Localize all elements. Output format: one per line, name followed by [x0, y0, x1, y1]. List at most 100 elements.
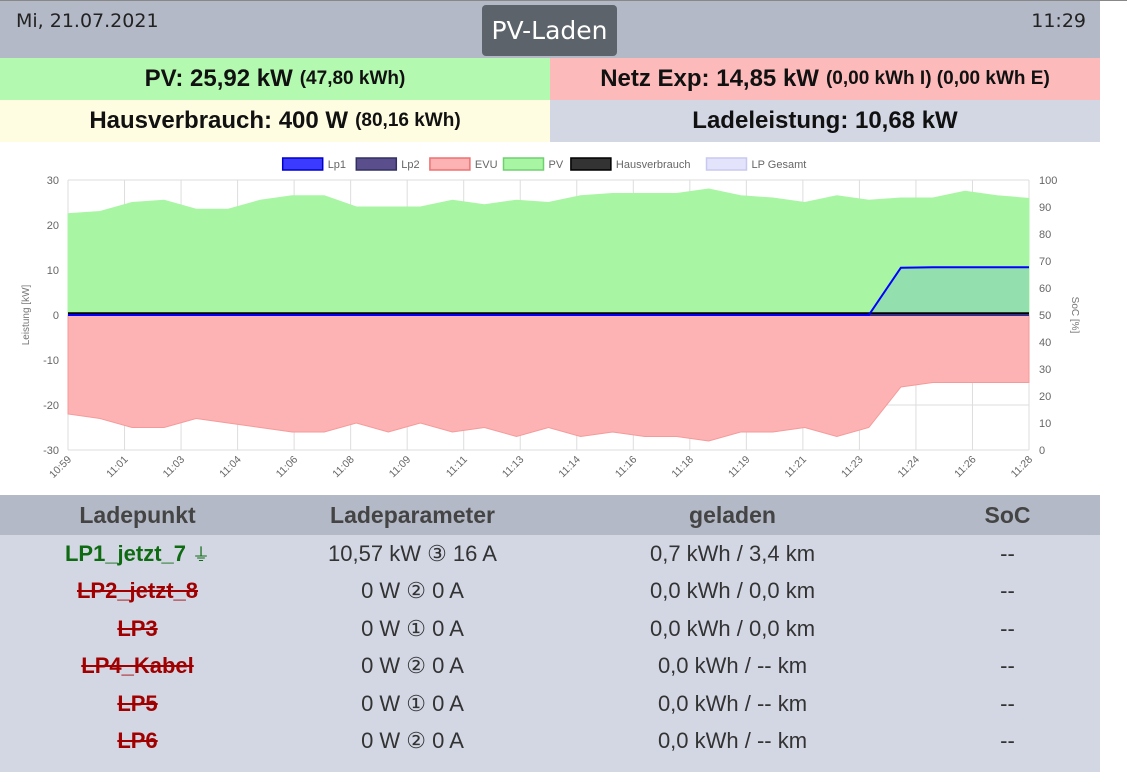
evu-area [67, 314, 1030, 442]
legend-swatch [429, 157, 471, 171]
table-row: LP4_Kabel 0 W ② 0 A 0,0 kWh / -- km -- [0, 648, 1100, 686]
chargepoint-name-cell[interactable]: LP5 [0, 685, 275, 723]
y2-tick-label: 80 [1039, 229, 1051, 241]
table-row: LP5 0 W ① 0 A 0,0 kWh / -- km -- [0, 685, 1100, 723]
y2-tick-label: 90 [1039, 202, 1051, 214]
grid-export-value: Netz Exp: 14,85 kW [600, 65, 819, 92]
mode-button[interactable]: PV-Laden [482, 5, 617, 56]
soc-value: -- [1000, 690, 1015, 716]
pv-power-value: PV: 25,92 kW [144, 65, 293, 92]
legend-swatch [502, 157, 545, 171]
chargepoint-name[interactable]: LP4_Kabel [81, 653, 194, 679]
charge-parameter: 10,57 kW ③ 16 A [328, 540, 497, 566]
soc-value: -- [1000, 728, 1015, 754]
charge-points-table: Ladepunkt Ladeparameter geladen SoC LP1_… [0, 495, 1100, 772]
charged-amount: 0,0 kWh / 0,0 km [649, 578, 816, 604]
x-tick-label: 11:09 [387, 454, 414, 481]
column-header: Ladeparameter [330, 501, 495, 528]
pv-power-panel: PV: 25,92 kW (47,80 kWh) [0, 58, 550, 100]
legend-label: LP Gesamt [752, 159, 807, 171]
y2-tick-label: 0 [1039, 445, 1045, 457]
y-axis-left-label: Leistung [kW] [21, 284, 32, 345]
y2-tick-label: 100 [1039, 175, 1057, 187]
x-tick-label: 11:16 [613, 454, 640, 481]
charged-amount: 0,0 kWh / 0,0 km [649, 615, 816, 641]
x-tick-label: 11:04 [217, 454, 244, 481]
chargepoint-name-cell[interactable]: LP1_jetzt_7 ⏚ [0, 535, 275, 573]
legend-swatch [355, 157, 398, 171]
grid-energy-value: (0,00 kWh I) (0,00 kWh E) [825, 68, 1050, 89]
chargepoint-name[interactable]: LP3 [117, 615, 158, 641]
y-axis-left: 30 20 10 0 -10 -20 -30 [43, 175, 59, 457]
y-tick-label: 10 [47, 265, 59, 277]
chargepoint-name-cell[interactable]: LP3 [0, 610, 275, 648]
x-tick-label: 10:59 [47, 454, 74, 481]
x-tick-label: 11:14 [556, 454, 583, 481]
date-display: Mi, 21.07.2021 [16, 10, 159, 32]
charged-amount: 0,0 kWh / -- km [657, 728, 808, 754]
legend-label: Hausverbrauch [616, 159, 691, 171]
x-tick-label: 11:01 [104, 454, 131, 481]
time-display: 11:29 [1031, 10, 1086, 32]
y-tick-label: 20 [47, 220, 59, 232]
charging-power-panel: Ladeleistung: 10,68 kW [550, 100, 1100, 142]
charged-amount: 0,0 kWh / -- km [657, 653, 808, 679]
y2-tick-label: 40 [1039, 337, 1051, 349]
table-row: LP6 0 W ② 0 A 0,0 kWh / -- km -- [0, 723, 1100, 761]
soc-value: -- [1000, 578, 1015, 604]
charge-parameter: 0 W ② 0 A [361, 653, 464, 679]
charge-parameter: 0 W ② 0 A [361, 578, 464, 604]
pv-energy-value: (47,80 kWh) [299, 68, 406, 89]
chargepoint-name-cell[interactable]: LP4_Kabel [0, 648, 275, 686]
charge-parameter: 0 W ① 0 A [361, 690, 464, 716]
legend-swatch [705, 157, 748, 171]
column-header: SoC [984, 501, 1031, 528]
house-consumption-panel: Hausverbrauch: 400 W (80,16 kWh) [0, 100, 550, 142]
x-tick-label: 11:03 [161, 454, 188, 481]
y-tick-label: 0 [53, 310, 59, 322]
y-tick-label: -20 [43, 400, 59, 412]
legend-label: Lp1 [328, 159, 346, 171]
y-tick-label: -10 [43, 355, 59, 367]
y-tick-label: 30 [47, 175, 59, 187]
chargepoint-name[interactable]: LP5 [117, 690, 158, 716]
legend-label: EVU [475, 159, 498, 171]
house-consumption-value: Hausverbrauch: 400 W [89, 107, 349, 134]
charge-parameter: 0 W ② 0 A [361, 728, 464, 754]
chargepoint-name-cell[interactable]: LP2_jetzt_8 [0, 573, 275, 611]
charge-parameter: 0 W ① 0 A [361, 615, 464, 641]
chart-series-areas [67, 188, 1030, 442]
soc-value: -- [1000, 615, 1015, 641]
x-axis: 10:59 11:01 11:03 11:04 11:06 11:08 11:09 11:11… [47, 454, 1035, 481]
y2-tick-label: 70 [1039, 256, 1051, 268]
x-tick-label: 11:08 [330, 454, 357, 481]
table-row: LP2_jetzt_8 0 W ② 0 A 0,0 kWh / 0,0 km -… [0, 573, 1100, 611]
x-tick-label: 11:11 [444, 454, 470, 480]
column-header: geladen [689, 501, 776, 528]
chargepoint-name-cell[interactable]: LP6 [0, 723, 275, 761]
charging-power-value: Ladeleistung: 10,68 kW [692, 107, 958, 134]
x-tick-label: 11:18 [669, 454, 696, 481]
table-row: LP1_jetzt_7 ⏚ 10,57 kW ③ 16 A 0,7 kWh / … [0, 535, 1100, 573]
chargepoint-name[interactable]: LP1_jetzt_7 [64, 540, 187, 566]
chargepoint-name[interactable]: LP2_jetzt_8 [76, 578, 199, 604]
charged-amount: 0,7 kWh / 3,4 km [649, 540, 816, 566]
column-header: Ladepunkt [79, 501, 196, 528]
x-tick-label: 11:24 [896, 454, 923, 481]
legend-swatch [570, 157, 612, 171]
house-energy-value: (80,16 kWh) [355, 110, 461, 131]
lp-gesamt-area [68, 267, 1029, 315]
x-tick-label: 11:13 [500, 454, 527, 481]
chargepoint-name[interactable]: LP6 [117, 728, 158, 754]
y-axis-right-label: SoC [%] [1069, 297, 1080, 334]
legend-label: Lp2 [401, 159, 419, 171]
pv-area [67, 188, 1030, 316]
chart-series-lines [68, 266, 1029, 316]
y2-tick-label: 30 [1039, 364, 1051, 376]
chart-legend: Lp1 Lp2 EVU PV Hausverbrauch LP Gesamt [281, 157, 807, 171]
table-header: Ladepunkt Ladeparameter geladen SoC [0, 495, 1100, 535]
x-tick-label: 11:21 [782, 454, 809, 481]
x-tick-label: 11:19 [726, 454, 753, 481]
x-tick-label: 11:23 [839, 454, 866, 481]
